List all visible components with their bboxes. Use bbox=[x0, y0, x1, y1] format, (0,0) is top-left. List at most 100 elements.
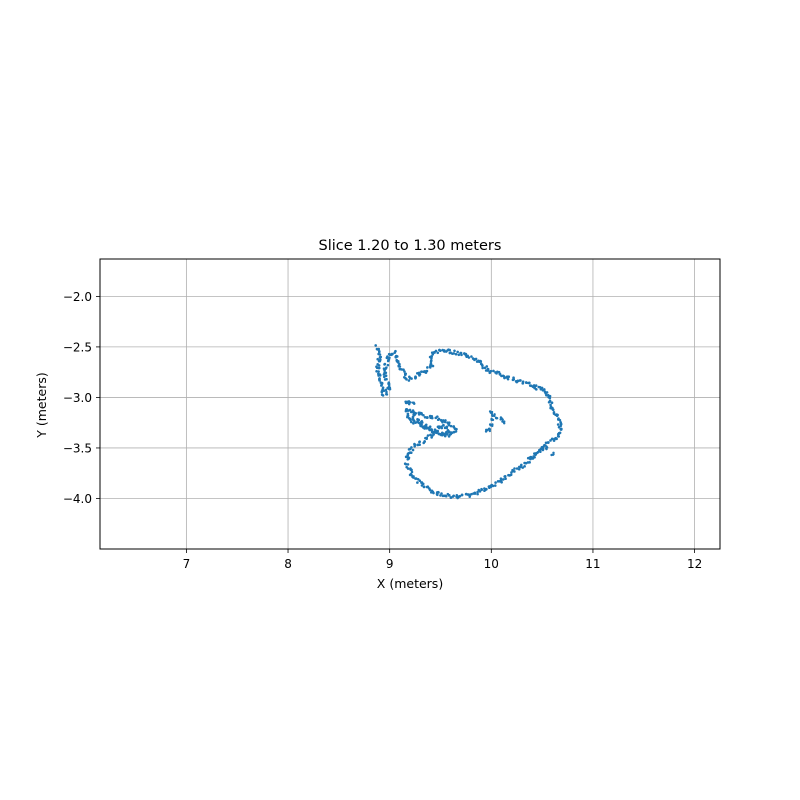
data-point bbox=[483, 366, 487, 370]
data-point bbox=[490, 410, 494, 414]
data-point bbox=[511, 468, 514, 472]
data-point bbox=[526, 461, 530, 464]
data-point bbox=[398, 367, 402, 371]
data-point bbox=[403, 370, 406, 373]
data-point bbox=[452, 494, 456, 498]
data-point bbox=[549, 403, 552, 407]
data-point bbox=[456, 350, 459, 354]
data-point bbox=[436, 425, 440, 429]
data-point bbox=[496, 480, 500, 483]
data-point bbox=[426, 366, 429, 369]
data-point bbox=[405, 465, 408, 469]
data-point bbox=[423, 370, 426, 374]
data-point bbox=[486, 369, 490, 372]
data-point bbox=[524, 461, 527, 465]
x-tick-label: 11 bbox=[585, 557, 600, 571]
data-point bbox=[493, 413, 496, 416]
data-point bbox=[528, 381, 531, 385]
data-point bbox=[406, 414, 410, 418]
x-tick-label: 7 bbox=[183, 557, 191, 571]
data-point bbox=[417, 413, 421, 416]
data-point bbox=[518, 379, 522, 382]
data-point bbox=[443, 420, 447, 424]
data-point bbox=[559, 427, 563, 431]
data-point bbox=[504, 477, 507, 480]
data-point bbox=[410, 377, 413, 380]
data-point bbox=[503, 475, 506, 478]
y-tick-label: −3.0 bbox=[63, 391, 92, 405]
data-point bbox=[479, 360, 483, 363]
data-point bbox=[378, 379, 381, 382]
data-point bbox=[384, 388, 388, 392]
data-point bbox=[410, 446, 413, 449]
data-point bbox=[517, 467, 521, 471]
data-point bbox=[429, 362, 433, 365]
data-point bbox=[549, 439, 552, 442]
data-point bbox=[491, 418, 495, 422]
data-point bbox=[443, 350, 446, 353]
data-point bbox=[427, 426, 431, 430]
data-point bbox=[425, 369, 429, 373]
data-point bbox=[416, 420, 419, 424]
data-point bbox=[411, 448, 415, 452]
data-point bbox=[517, 465, 521, 469]
data-point bbox=[447, 423, 451, 427]
data-point bbox=[528, 456, 532, 459]
data-point bbox=[515, 380, 519, 384]
data-point bbox=[440, 492, 443, 495]
x-axis-ticks: 7 8 9 10 11 12 bbox=[183, 549, 702, 571]
data-point bbox=[412, 475, 415, 478]
data-point bbox=[403, 462, 407, 466]
data-point bbox=[488, 427, 491, 430]
data-point bbox=[406, 412, 410, 416]
data-point bbox=[523, 465, 526, 468]
data-point bbox=[512, 376, 515, 379]
data-point bbox=[412, 418, 415, 422]
y-tick-label: −3.5 bbox=[63, 441, 92, 455]
data-point bbox=[503, 376, 506, 380]
data-point bbox=[476, 490, 479, 494]
data-point bbox=[377, 364, 381, 367]
data-point bbox=[503, 422, 506, 425]
data-point bbox=[377, 370, 380, 373]
data-point bbox=[521, 380, 525, 383]
data-point bbox=[430, 489, 434, 493]
data-point bbox=[430, 428, 434, 432]
data-point bbox=[418, 372, 422, 376]
x-tick-label: 12 bbox=[687, 557, 702, 571]
data-point bbox=[441, 424, 445, 427]
data-point bbox=[407, 401, 410, 404]
data-point bbox=[503, 420, 506, 423]
data-point bbox=[513, 470, 516, 473]
data-point bbox=[374, 344, 378, 347]
data-point bbox=[380, 390, 384, 394]
data-point bbox=[481, 364, 484, 368]
data-point bbox=[548, 396, 552, 400]
data-point bbox=[408, 473, 412, 477]
data-point bbox=[375, 369, 378, 373]
data-point bbox=[459, 351, 463, 355]
data-point bbox=[448, 351, 452, 355]
chart-title: Slice 1.20 to 1.30 meters bbox=[319, 238, 502, 254]
data-point bbox=[395, 355, 399, 358]
data-point bbox=[384, 374, 388, 378]
data-point bbox=[435, 492, 439, 496]
data-point bbox=[488, 410, 492, 413]
data-point bbox=[410, 420, 413, 424]
data-point bbox=[448, 348, 452, 352]
data-point bbox=[422, 413, 425, 417]
data-point bbox=[470, 492, 473, 496]
data-point bbox=[393, 351, 397, 354]
data-point bbox=[481, 366, 484, 370]
data-point bbox=[454, 352, 458, 356]
data-point bbox=[500, 417, 503, 420]
data-point bbox=[430, 431, 434, 434]
data-point bbox=[501, 478, 505, 481]
data-point bbox=[386, 355, 389, 358]
data-point bbox=[556, 434, 560, 438]
data-point bbox=[387, 381, 391, 384]
y-axis-label: Y (meters) bbox=[34, 372, 49, 438]
data-point bbox=[390, 352, 393, 356]
